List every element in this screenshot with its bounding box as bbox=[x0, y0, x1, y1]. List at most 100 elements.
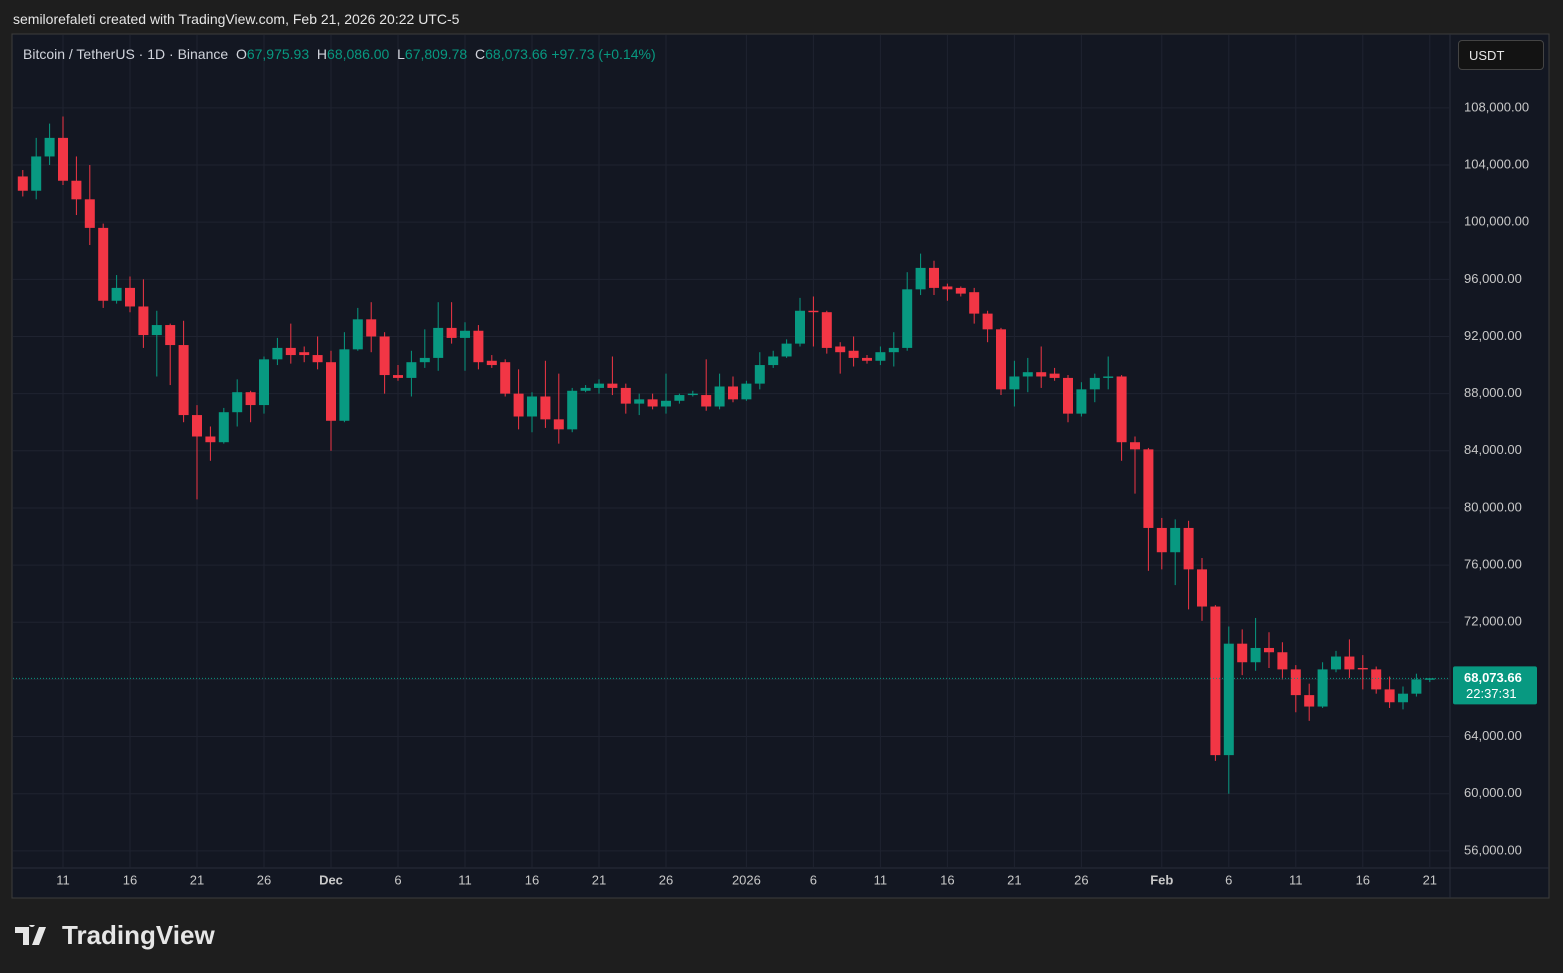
candle-body bbox=[674, 395, 685, 401]
candle-body bbox=[138, 306, 149, 336]
x-tick-label: 2026 bbox=[732, 872, 761, 887]
change: +97.73 (+0.14%) bbox=[551, 46, 656, 62]
c-value: 68,073.66 bbox=[485, 46, 548, 62]
candle-body bbox=[379, 336, 390, 376]
candle-body bbox=[1357, 667, 1368, 670]
candle-body bbox=[620, 387, 631, 404]
candle-body bbox=[888, 347, 899, 353]
x-tick-label: 11 bbox=[56, 872, 70, 887]
candle-body bbox=[1210, 606, 1221, 756]
candle-body bbox=[111, 287, 122, 301]
candle-body bbox=[955, 287, 966, 294]
last-price-badge bbox=[1453, 666, 1537, 705]
candle-body bbox=[205, 436, 216, 443]
x-tick-label: 26 bbox=[257, 872, 271, 887]
c-label: C bbox=[475, 46, 486, 62]
currency-button[interactable]: USDT bbox=[1458, 40, 1544, 70]
candle-body bbox=[594, 383, 604, 388]
x-tick-label: 11 bbox=[874, 872, 888, 887]
last-price-label: 68,073.66 bbox=[1464, 670, 1522, 685]
candle-body bbox=[1371, 669, 1382, 690]
candle-body bbox=[366, 319, 377, 337]
candle-body bbox=[1264, 647, 1274, 653]
y-tick-label: 80,000.00 bbox=[1464, 499, 1522, 514]
logo-mark bbox=[15, 925, 46, 945]
candle-body bbox=[419, 357, 430, 363]
y-tick-label: 92,000.00 bbox=[1464, 328, 1522, 343]
candle-body bbox=[299, 352, 310, 356]
candle-body bbox=[1130, 442, 1140, 450]
x-tick-label: 26 bbox=[1074, 872, 1088, 887]
candle-body bbox=[165, 325, 176, 346]
x-tick-label: 6 bbox=[394, 872, 401, 887]
candle-body bbox=[996, 329, 1006, 390]
candle-body bbox=[17, 176, 28, 191]
candle-body bbox=[125, 287, 135, 307]
candle-body bbox=[1411, 679, 1422, 694]
candle-body bbox=[1009, 376, 1020, 390]
o-value: 67,975.93 bbox=[246, 46, 310, 62]
x-tick-label: 21 bbox=[1423, 872, 1437, 887]
candle-body bbox=[741, 383, 752, 400]
l-value: 67,809.78 bbox=[404, 46, 468, 62]
candle-body bbox=[232, 392, 243, 413]
candle-body bbox=[661, 400, 671, 407]
candle-body bbox=[312, 355, 323, 363]
candle-body bbox=[71, 180, 82, 200]
candle-body bbox=[567, 390, 578, 430]
candle-body bbox=[285, 347, 296, 356]
candle-body bbox=[1049, 373, 1060, 378]
candle-body bbox=[835, 346, 846, 353]
candle-body bbox=[245, 392, 256, 406]
logo bbox=[15, 925, 46, 945]
candle-body bbox=[1237, 643, 1248, 663]
y-tick-label: 60,000.00 bbox=[1464, 785, 1522, 800]
candle-body bbox=[687, 393, 698, 396]
x-tick-label: 11 bbox=[1289, 872, 1303, 887]
y-tick-label: 100,000.00 bbox=[1464, 214, 1529, 229]
x-tick-label: 21 bbox=[190, 872, 204, 887]
y-tick-label: 88,000.00 bbox=[1464, 385, 1522, 400]
o-label: O bbox=[235, 46, 247, 62]
candle-body bbox=[178, 345, 189, 416]
candle-body bbox=[486, 360, 497, 366]
candle-body bbox=[714, 386, 725, 407]
candle-body bbox=[728, 386, 738, 400]
candle-body bbox=[862, 357, 872, 361]
candle-body bbox=[1183, 527, 1194, 570]
candle-body bbox=[902, 289, 913, 348]
l-label: L bbox=[397, 46, 405, 62]
candle-body bbox=[326, 362, 336, 421]
candle-body bbox=[540, 396, 551, 420]
candle-body bbox=[1116, 376, 1127, 443]
candle-body bbox=[768, 356, 779, 366]
candle-body bbox=[393, 375, 403, 378]
candle-body bbox=[808, 310, 819, 313]
candle-body bbox=[406, 362, 417, 378]
candle-body bbox=[929, 267, 939, 288]
x-tick-label: 16 bbox=[525, 872, 539, 887]
candle-body bbox=[192, 415, 202, 437]
y-tick-label: 76,000.00 bbox=[1464, 557, 1522, 572]
candle-body bbox=[1103, 376, 1114, 378]
candle-body bbox=[1143, 449, 1154, 528]
candle-body bbox=[58, 137, 68, 181]
candle-body bbox=[915, 267, 926, 290]
candle-body bbox=[1022, 372, 1033, 377]
x-tick-label: 26 bbox=[659, 872, 673, 887]
candle-body bbox=[527, 396, 537, 417]
x-tick-label: 16 bbox=[1356, 872, 1370, 887]
candle-body bbox=[1076, 389, 1087, 414]
candle-body bbox=[259, 359, 269, 406]
x-tick-label: 16 bbox=[123, 872, 137, 887]
candle-body bbox=[513, 393, 524, 417]
candle-body bbox=[500, 362, 511, 394]
x-tick-label: 11 bbox=[458, 872, 472, 887]
attribution: semilorefaleti created with TradingView.… bbox=[13, 11, 460, 27]
candle-body bbox=[607, 383, 618, 388]
candle-body bbox=[460, 330, 470, 338]
h-value: 68,086.00 bbox=[327, 46, 390, 62]
candle-body bbox=[701, 395, 712, 407]
candle-body bbox=[1384, 689, 1395, 703]
